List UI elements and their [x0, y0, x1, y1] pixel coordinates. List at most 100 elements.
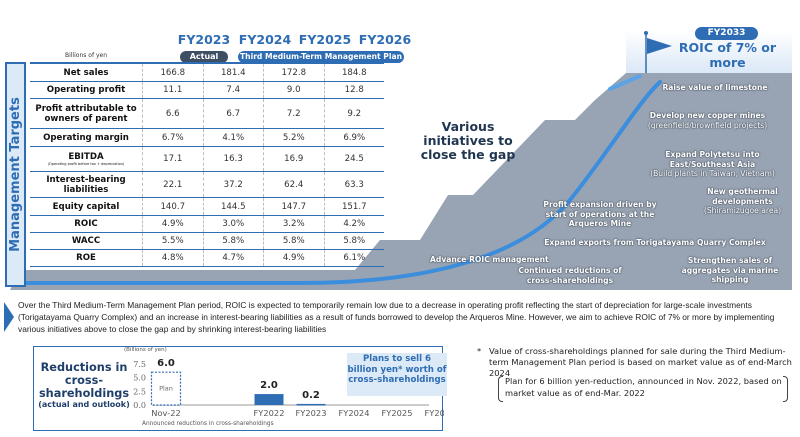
initiative-title: Expand Polytetsu into East/Southeast Asi… [665, 150, 760, 169]
cell: 144.5 [202, 198, 264, 215]
cell: 172.8 [263, 64, 324, 81]
cell: 24.5 [323, 147, 385, 171]
table-row: Equity capital 140.7 144.5 147.7 151.7 [30, 198, 384, 216]
management-targets-text: Management Targets [8, 97, 24, 252]
cell: 5.8% [323, 233, 385, 249]
row-label: Profit attributable to owners of parent [35, 103, 137, 124]
table-row: Interest-bearing liabilities 22.1 37.2 6… [30, 172, 384, 198]
footnote-bracket: Plan for 6 billion yen-reduction, announ… [498, 376, 788, 402]
row-label: ROE [76, 253, 96, 263]
bar-actual [296, 403, 326, 406]
cell: 6.6 [142, 99, 203, 128]
row-label: EBITDA (Operating profit before tax + de… [30, 152, 142, 167]
cell: 4.7% [202, 250, 264, 266]
year-header: FY2023 [177, 32, 231, 47]
table-row: Operating profit 11.1 7.4 9.0 12.8 [30, 82, 384, 99]
footnote-bracket-text: Plan for 6 billion yen-reduction, announ… [505, 376, 782, 398]
table-row: ROE 4.8% 4.7% 4.9% 6.1% [30, 250, 384, 267]
cell: 3.0% [202, 216, 264, 232]
bar-inner-label: Plan [159, 385, 173, 393]
bar-plan [150, 371, 182, 406]
x-tick-label: FY2024 [339, 408, 370, 418]
cell: 11.1 [142, 82, 203, 98]
initiative-title: Expand exports from Torigatayama Quarry … [544, 238, 766, 247]
table-header: Billions of yen FY2023 FY2024 FY2025 FY2… [30, 32, 411, 63]
gap-heading: Various initiatives to close the gap [420, 119, 516, 162]
goal-text: ROIC of 7% or more [678, 40, 777, 70]
cell: 9.2 [323, 99, 385, 128]
cell: 184.8 [323, 64, 385, 81]
cell: 181.4 [202, 64, 264, 81]
x-tick-label: Nov-22 [151, 408, 181, 418]
plan-badge: Third Medium-Term Management Plan [238, 51, 404, 63]
row-label: Net sales [63, 67, 109, 78]
initiative-label: Continued reductions of cross-shareholdi… [505, 266, 635, 285]
year-header: FY2024 [238, 32, 292, 47]
table-unit: Billions of yen [64, 52, 108, 59]
cell: 12.8 [323, 82, 385, 98]
x-tick-label: FY2023 [296, 408, 327, 418]
data-label: 0.2 [302, 390, 320, 401]
row-label-main: EBITDA [68, 151, 104, 162]
chart-title: Reductions in cross-shareholdings (actua… [34, 361, 134, 410]
bracket-right [783, 376, 788, 402]
footnote: * Value of cross-shareholdings planned f… [477, 346, 799, 379]
y-tick-label: 7.5 [133, 360, 146, 369]
table-row: EBITDA (Operating profit before tax + de… [30, 147, 384, 172]
summary-arrow-icon [4, 302, 14, 332]
table-row: Profit attributable to owners of parent … [30, 99, 384, 129]
cell: 5.5% [142, 233, 203, 249]
growth-curve [16, 80, 662, 285]
cell: 37.2 [202, 172, 264, 197]
x-tick-label: FY2026 [425, 408, 444, 418]
cell: 6.9% [323, 129, 385, 146]
actual-badge: Actual [180, 51, 228, 63]
initiative-title: Strengthen sales of aggregates via marin… [681, 256, 779, 284]
cell: 17.1 [142, 147, 203, 171]
row-label: Operating margin [43, 132, 129, 143]
cell: 62.4 [263, 172, 324, 197]
cell: 166.8 [142, 64, 203, 81]
flag-pole-top [644, 31, 648, 35]
cell: 4.9% [263, 250, 324, 266]
initiative-label: New geothermal developments (Shiramizugo… [690, 187, 795, 216]
initiative-label: Profit expansion driven by start of oper… [535, 200, 665, 229]
initiative-label: Raise value of limestone [640, 83, 790, 93]
x-tick-label: FY2025 [382, 408, 413, 418]
initiative-label: Develop new copper mines (greenfield/bro… [625, 111, 790, 130]
bracket-left [498, 376, 503, 402]
cell: 6.7% [142, 129, 203, 146]
summary-text: Over the Third Medium-Term Management Pl… [18, 300, 775, 334]
chart-title-main: Reductions in cross-shareholdings [38, 361, 130, 400]
cell: 16.3 [202, 147, 264, 171]
cell: 6.1% [323, 250, 385, 266]
initiative-label: Expand exports from Torigatayama Quarry … [515, 238, 795, 248]
initiative-title: Advance ROIC management [430, 255, 549, 264]
growth-curve-arrow [608, 74, 642, 91]
table-row: ROIC 4.9% 3.0% 3.2% 4.2% [30, 216, 384, 233]
cell: 5.8% [202, 233, 264, 249]
cell: 7.4 [202, 82, 264, 98]
chart-unit: (Billions of yen) [124, 347, 167, 353]
cell: 4.9% [142, 216, 203, 232]
cell: 151.7 [323, 198, 385, 215]
row-label-sub: (Operating profit before tax + depreciat… [47, 161, 125, 166]
initiative-label: Expand Polytetsu into East/Southeast Asi… [630, 150, 795, 179]
y-tick-label: 5.0 [133, 374, 146, 383]
goal-year-badge: FY2033 [695, 27, 758, 40]
data-label: 2.0 [260, 380, 278, 391]
year-header: FY2026 [358, 32, 412, 47]
row-label: Interest-bearing liabilities [46, 174, 126, 195]
row-label: Operating profit [46, 85, 126, 95]
initiative-title: New geothermal developments [707, 187, 778, 206]
cell: 4.2% [323, 216, 385, 232]
initiative-label: Advance ROIC management [430, 255, 570, 265]
cell: 5.8% [263, 233, 324, 249]
cell: 9.0 [263, 82, 324, 98]
row-label: Equity capital [52, 201, 120, 212]
cell: 6.7 [202, 99, 264, 128]
row-label: WACC [71, 236, 101, 246]
footnote-text: Value of cross-shareholdings planned for… [489, 346, 792, 378]
chart-note: Announced reductions in cross-shareholdi… [142, 421, 274, 427]
chart-title-sub: (actual and outlook) [38, 400, 130, 409]
